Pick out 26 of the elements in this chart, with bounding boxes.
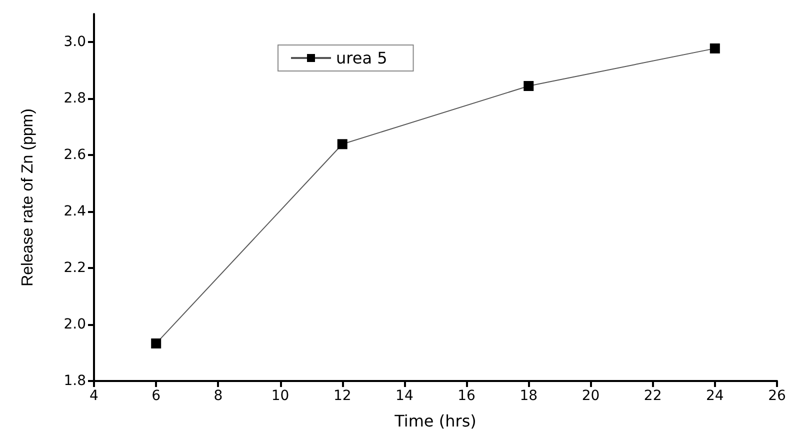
point [524, 80, 534, 91]
x-tick-label: 12 [333, 388, 352, 404]
x-tick-label: 18 [520, 388, 538, 404]
x-tick-label: 14 [396, 388, 414, 404]
y-tick-label: 2.6 [64, 147, 86, 164]
y-tick-label: 1.8 [64, 373, 86, 389]
y-tick-label: 2.2 [64, 260, 86, 276]
x-tick-label: 4 [90, 388, 99, 404]
x-tick-label: 16 [458, 388, 476, 404]
x-tick-label: 20 [582, 388, 600, 404]
x-axis-title: Time (hrs) [394, 412, 476, 430]
x-tick-label: 26 [768, 388, 786, 404]
x-tick-label: 8 [214, 388, 223, 404]
y-tick-label: 2.8 [64, 90, 86, 107]
x-tick-label: 24 [706, 388, 724, 404]
y-tick-label: 2.0 [64, 316, 86, 333]
x-tick-label: 6 [152, 388, 161, 404]
point [151, 338, 162, 348]
x-tick-label: 10 [271, 388, 290, 404]
point [337, 139, 348, 150]
x-tick-label: 22 [644, 388, 662, 404]
legend-label: urea 5 [336, 48, 388, 68]
y-tick-label: 2.4 [64, 204, 86, 220]
point [710, 43, 720, 54]
y-axis-title: Release rate of Zn (ppm) [20, 108, 36, 286]
y-tick-label: 3.0 [64, 34, 86, 50]
